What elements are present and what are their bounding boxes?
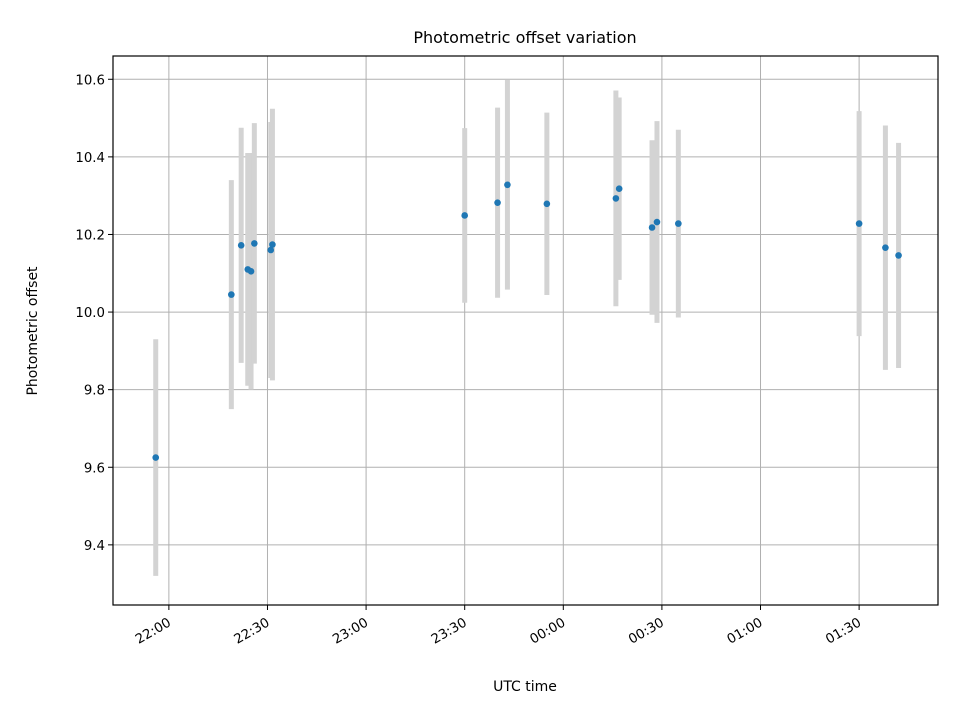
data-point [648, 224, 656, 231]
y-axis: 9.4 9.6 9.8 10.0 10.2 10.4 10.6 [75, 73, 113, 554]
data-point [504, 181, 511, 189]
data-point [461, 212, 468, 219]
data-point [855, 220, 863, 227]
plot-frame [112, 55, 939, 606]
data-points [152, 181, 902, 461]
data-point [228, 291, 235, 298]
data-point [237, 242, 245, 249]
y-tick-label: 10.4 [75, 151, 105, 166]
data-point [612, 195, 620, 202]
y-tick-label: 10.2 [75, 228, 105, 243]
y-tick-label: 9.6 [84, 461, 105, 476]
data-point [152, 454, 160, 461]
data-point [251, 240, 258, 247]
y-axis-label: Photometric offset [25, 266, 41, 396]
y-tick-label: 10.6 [75, 73, 105, 88]
data-point [543, 200, 551, 208]
data-point [895, 252, 902, 259]
data-point [653, 218, 661, 226]
chart-title: Photometric offset variation [413, 28, 636, 47]
data-point [269, 241, 276, 248]
data-point [675, 220, 682, 227]
data-point [882, 244, 889, 251]
data-point [615, 185, 623, 192]
y-tick-label: 9.8 [84, 384, 105, 399]
data-point [267, 246, 275, 254]
data-point [494, 199, 501, 206]
y-tick-label: 10.0 [75, 306, 105, 321]
data-point [247, 268, 255, 275]
x-axis-label: UTC time [493, 679, 557, 695]
y-tick-label: 9.4 [84, 539, 105, 554]
